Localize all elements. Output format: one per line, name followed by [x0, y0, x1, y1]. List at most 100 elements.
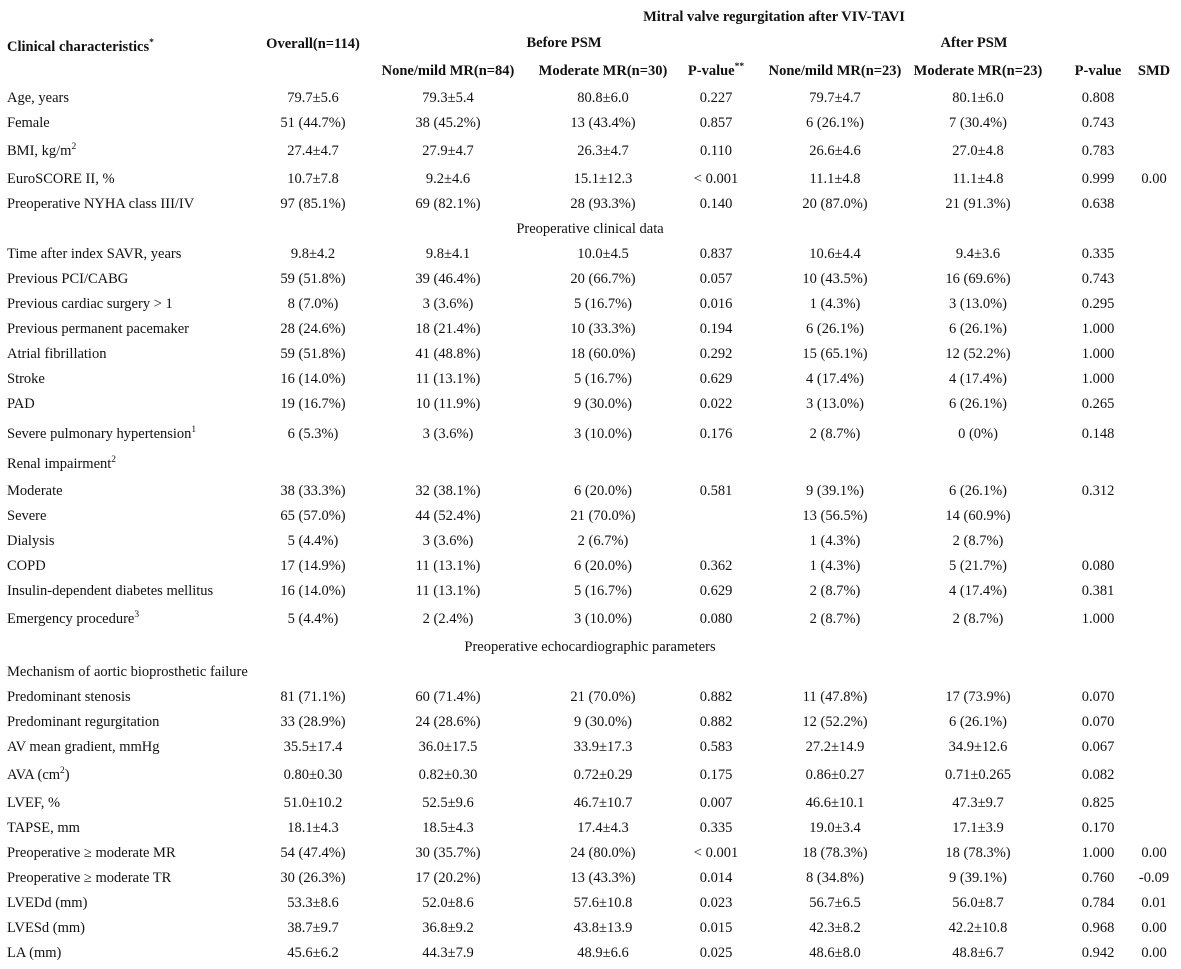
table-cell: 0.583: [699, 739, 733, 755]
row-label: LA (mm): [7, 944, 61, 962]
row-label-text: AV mean gradient, mmHg: [7, 739, 160, 755]
table-cell: 0.015: [699, 920, 733, 936]
group-header: After PSM: [940, 35, 1008, 51]
table-cell: 0.942: [1081, 945, 1115, 961]
table-cell: 60 (71.4%): [415, 689, 481, 705]
table-cell: 52.0±8.6: [422, 895, 474, 911]
row-label: Severe: [7, 507, 46, 525]
table-cell: 18 (78.3%): [945, 845, 1011, 861]
superscript: 3: [134, 610, 140, 620]
table-cell: 0.110: [699, 143, 733, 159]
row-label-text: Stroke: [7, 371, 45, 387]
row-label: BMI, kg/m2: [7, 142, 76, 160]
table-cell: 41 (48.8%): [415, 346, 481, 362]
row-label-text: BMI, kg/m: [7, 143, 72, 159]
table-cell: 0.01: [1141, 895, 1167, 911]
table-cell: 24 (80.0%): [570, 845, 636, 861]
table-cell: 0.362: [699, 558, 733, 574]
table-cell: 21 (91.3%): [945, 196, 1011, 212]
table-cell: 6 (5.3%): [287, 426, 339, 442]
row-label: Stroke: [7, 370, 45, 388]
table-cell: 20 (66.7%): [570, 271, 636, 287]
table-cell: 6 (26.1%): [949, 396, 1007, 412]
row-label-text: Emergency procedure: [7, 611, 135, 627]
row-label: LVEDd (mm): [7, 894, 87, 912]
row-label: Age, years: [7, 89, 69, 107]
row-label: LVESd (mm): [7, 919, 85, 937]
table-cell: 6 (20.0%): [574, 558, 632, 574]
table-cell: 0.882: [699, 689, 733, 705]
table-cell: 0.295: [1081, 296, 1115, 312]
table-cell: 0.080: [1081, 558, 1115, 574]
row-label-text: Insulin-dependent diabetes mellitus: [7, 583, 214, 599]
table-cell: 80.8±6.0: [577, 90, 629, 106]
table-cell: 0.86±0.27: [805, 767, 865, 783]
table-cell: 0.176: [699, 426, 733, 442]
table-cell: -0.09: [1138, 870, 1170, 886]
table-cell: 11 (47.8%): [802, 689, 868, 705]
table-cell: 1.000: [1081, 845, 1115, 861]
table-cell: 9.8±4.1: [425, 246, 471, 262]
row-label-text: LVEF, %: [7, 795, 61, 811]
row-label: Emergency procedure3: [7, 610, 139, 628]
table-cell: 18 (60.0%): [570, 346, 636, 362]
table-cell: 0.968: [1081, 920, 1115, 936]
table-cell: 0.140: [699, 196, 733, 212]
row-label-text: Age, years: [7, 90, 70, 106]
table-cell: 1.000: [1081, 346, 1115, 362]
table-cell: 48.8±6.7: [952, 945, 1004, 961]
table-cell: 0 (0%): [958, 426, 998, 442]
row-label: LVEF, %: [7, 794, 60, 812]
table-cell: 5 (16.7%): [574, 371, 632, 387]
table-cell: 69 (82.1%): [415, 196, 481, 212]
table-cell: < 0.001: [693, 171, 739, 187]
table-cell: 33.9±17.3: [573, 739, 633, 755]
table-title: Mitral valve regurgitation after VIV-TAV…: [643, 9, 905, 25]
table-cell: 3 (10.0%): [574, 611, 632, 627]
table-cell: < 0.001: [693, 845, 739, 861]
table-cell: 80.1±6.0: [952, 90, 1004, 106]
row-label-text: PAD: [7, 396, 35, 412]
row-label-text: EuroSCORE II, %: [7, 171, 115, 187]
table-cell: 1 (4.3%): [809, 558, 861, 574]
table-cell: 32 (38.1%): [415, 483, 481, 499]
table-cell: 46.6±10.1: [805, 795, 865, 811]
row-label-text: Severe: [7, 508, 47, 524]
table-cell: 9.4±3.6: [955, 246, 1001, 262]
superscript: 1: [191, 425, 197, 435]
row-label-text: Preoperative ≥ moderate TR: [7, 870, 172, 886]
table-cell: 18.5±4.3: [422, 820, 474, 836]
table-cell: 0.080: [699, 611, 733, 627]
row-label: Predominant stenosis: [7, 688, 131, 706]
table-cell: 12 (52.2%): [802, 714, 868, 730]
table-cell: 16 (69.6%): [945, 271, 1011, 287]
table-cell: 0.023: [699, 895, 733, 911]
table-cell: 0.312: [1081, 483, 1115, 499]
table-cell: 3 (3.6%): [422, 426, 474, 442]
row-label: Previous permanent pacemaker: [7, 320, 189, 338]
table-cell: 36.8±9.2: [422, 920, 474, 936]
table-cell: 19.0±3.4: [809, 820, 861, 836]
table-cell: 11.1±4.8: [809, 171, 861, 187]
table-cell: 16 (14.0%): [280, 371, 346, 387]
column-header: P-value**: [688, 62, 744, 80]
table-cell: 0.194: [699, 321, 733, 337]
table-cell: 11 (13.1%): [415, 371, 481, 387]
table-cell: 0.808: [1081, 90, 1115, 106]
table-cell: 0.784: [1081, 895, 1115, 911]
table-cell: 0.999: [1081, 171, 1115, 187]
table-cell: 79.7±5.6: [287, 90, 339, 106]
section-header: Preoperative echocardiographic parameter…: [464, 639, 716, 655]
table-cell: 0.022: [699, 396, 733, 412]
row-label: Preoperative ≥ moderate TR: [7, 869, 171, 887]
row-label: Female: [7, 114, 50, 132]
table-cell: 6 (26.1%): [806, 115, 864, 131]
table-cell: 4 (17.4%): [949, 371, 1007, 387]
section-header: Preoperative clinical data: [516, 221, 664, 237]
table-cell: 26.3±4.7: [577, 143, 629, 159]
row-label: COPD: [7, 557, 46, 575]
table-cell: 16 (14.0%): [280, 583, 346, 599]
table-cell: 13 (43.3%): [570, 870, 636, 886]
table-cell: 0.057: [699, 271, 733, 287]
